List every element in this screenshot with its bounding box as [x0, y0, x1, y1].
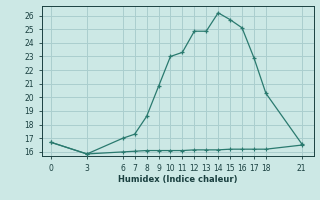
- X-axis label: Humidex (Indice chaleur): Humidex (Indice chaleur): [118, 175, 237, 184]
